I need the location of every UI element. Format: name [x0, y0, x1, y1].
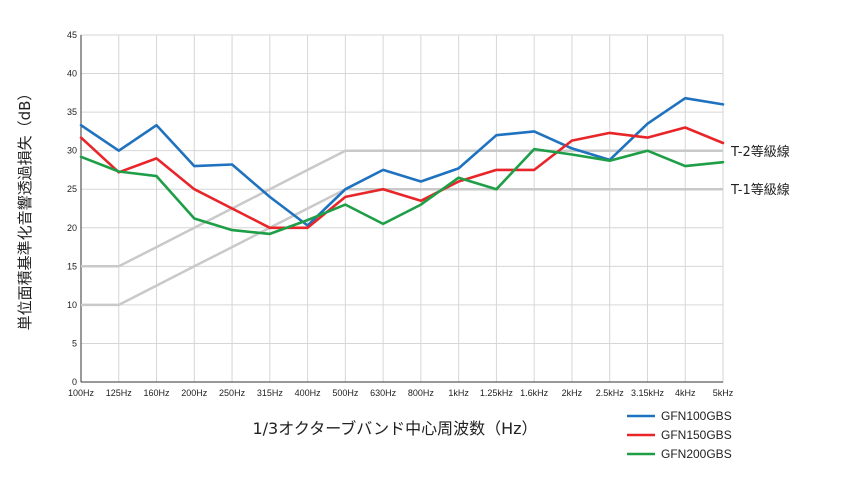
x-tick-label: 1kHz	[448, 388, 469, 398]
x-tick-label: 1.6kHz	[520, 388, 549, 398]
y-tick-label: 40	[67, 69, 77, 79]
legend-label: GFN200GBS	[661, 447, 732, 461]
y-tick-label: 5	[72, 338, 77, 348]
x-tick-label: 200Hz	[181, 388, 208, 398]
y-tick-label: 10	[67, 300, 77, 310]
plot-area	[80, 34, 724, 383]
reference-line-t1	[81, 187, 723, 307]
series-line-gfn150gbs	[79, 126, 725, 230]
reference-line-label: T-2等級線	[730, 144, 790, 160]
x-tick-label: 4kHz	[675, 388, 696, 398]
y-tick-label: 35	[67, 107, 77, 117]
x-tick-label: 315Hz	[257, 388, 284, 398]
y-tick-labels: 0 5 10 15 20 25 30 35 40 45	[67, 30, 77, 387]
axes	[80, 35, 723, 383]
x-tick-label: 630Hz	[370, 388, 397, 398]
x-tick-label: 400Hz	[295, 388, 322, 398]
reference-line-label: T-1等級線	[730, 182, 790, 198]
y-tick-label: 25	[67, 184, 77, 194]
y-axis-label: 単位面積基準化音響透過損失（dB）	[16, 86, 34, 331]
x-axis-label: 1/3オクターブバンド中心周波数（Hz）	[252, 419, 537, 438]
legend-label: GFN150GBS	[661, 428, 732, 442]
x-tick-label: 500Hz	[332, 388, 359, 398]
y-tick-label: 45	[67, 30, 77, 40]
x-tick-label: 160Hz	[144, 388, 171, 398]
series-lines	[79, 96, 725, 236]
reference-lines	[81, 149, 723, 307]
series-line-gfn200gbs	[79, 147, 725, 236]
legend: GFN100GBS GFN150GBS GFN200GBS	[627, 409, 732, 461]
grid	[80, 34, 724, 383]
y-tick-label: 0	[72, 377, 77, 387]
x-tick-labels: 100Hz 125Hz 160Hz 200Hz 250Hz 315Hz 400Hz 500Hz…	[68, 388, 734, 398]
x-tick-label: 1.25kHz	[480, 388, 514, 398]
x-tick-label: 3.15kHz	[631, 388, 665, 398]
x-tick-label: 2.5kHz	[596, 388, 625, 398]
x-tick-label: 100Hz	[68, 388, 95, 398]
x-tick-label: 250Hz	[219, 388, 246, 398]
x-tick-label: 2kHz	[562, 388, 583, 398]
reference-line-labels: T-2等級線 T-1等級線	[730, 144, 790, 198]
x-tick-label: 5kHz	[713, 388, 734, 398]
y-tick-label: 20	[67, 223, 77, 233]
series-line-gfn100gbs	[79, 96, 725, 227]
x-tick-label: 125Hz	[106, 388, 133, 398]
y-tick-label: 30	[67, 146, 77, 156]
legend-label: GFN100GBS	[661, 409, 732, 423]
reference-line-t2	[81, 149, 723, 268]
x-tick-label: 800Hz	[408, 388, 435, 398]
y-tick-label: 15	[67, 261, 77, 271]
